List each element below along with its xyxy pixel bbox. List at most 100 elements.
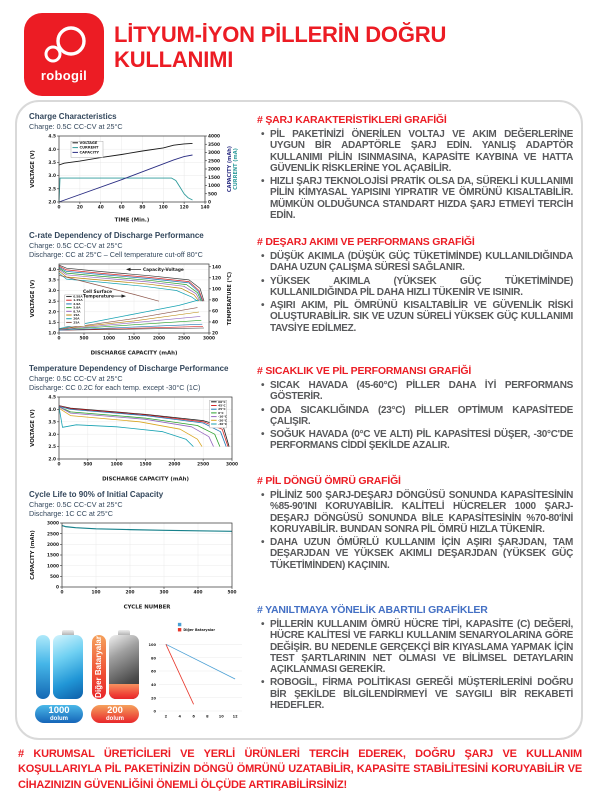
page-title: LİTYUM-İYON PİLLERİN DOĞRU KULLANIMI (114, 22, 446, 73)
svg-text:3.0: 3.0 (48, 288, 56, 294)
svg-text:2000: 2000 (153, 335, 165, 341)
chart1-title: Charge Characteristics (29, 112, 117, 121)
svg-text:140: 140 (212, 264, 221, 270)
chart2-title: C-rate Dependency of Discharge Performan… (29, 231, 204, 240)
svg-text:60: 60 (212, 309, 218, 315)
svg-text:40: 40 (98, 204, 104, 210)
chart4-title: Cycle Life to 90% of Initial Capacity (29, 490, 164, 499)
battery-good-value: 1000 (48, 704, 70, 716)
svg-text:4000: 4000 (208, 134, 220, 140)
chart-temperature-discharge: Temperature Dependency of Discharge Perf… (29, 364, 249, 483)
bullet: PİL PAKETİNİZİ ÖNERİLEN VOLTAJ VE AKIM D… (261, 129, 573, 174)
svg-text:500: 500 (228, 589, 237, 595)
svg-text:2500: 2500 (197, 461, 209, 467)
svg-text:2500: 2500 (208, 158, 220, 164)
battery-other-value: 200 (107, 704, 123, 716)
svg-text:100: 100 (148, 643, 156, 647)
logo-text: robogil (40, 68, 88, 83)
svg-text:CAPACITY: CAPACITY (80, 150, 100, 154)
section-heading: # YANILTMAYA YÖNELİK ABARTILI GRAFİKLER (257, 604, 488, 616)
svg-text:400: 400 (194, 589, 203, 595)
svg-text:2.5: 2.5 (48, 186, 56, 192)
svg-text:0: 0 (58, 461, 61, 467)
svg-text:2.5: 2.5 (48, 444, 56, 450)
svg-text:CURRENT: CURRENT (80, 146, 100, 150)
svg-text:40: 40 (151, 683, 157, 687)
svg-text:2000: 2000 (208, 167, 220, 173)
svg-text:6: 6 (192, 714, 195, 718)
svg-text:120: 120 (180, 204, 189, 210)
chart-crate-discharge: C-rate Dependency of Discharge Performan… (29, 231, 249, 357)
battery-other-group: Diğer Bataryalar 200 dolum (91, 630, 139, 723)
svg-text:80: 80 (139, 204, 145, 210)
bullet-list: PİLLERİN KULLANIM ÖMRÜ HÜCRE TİPİ, KAPAS… (257, 619, 573, 711)
chart-cycle-life: Cycle Life to 90% of Initial Capacity Ch… (29, 490, 249, 611)
svg-text:TIME (Min.): TIME (Min.) (115, 218, 150, 224)
svg-text:15A: 15A (73, 313, 80, 317)
capacity-comparison-plot: 2 4 6 8 10 12 0 20 40 60 80 100 Diğer Bataryalar (148, 622, 242, 718)
svg-text:3500: 3500 (208, 142, 220, 148)
svg-text:3000: 3000 (47, 521, 59, 527)
bullet: HIZLI ŞARJ TEKNOLOJİSİ PRATİK OLSA DA, S… (261, 176, 573, 221)
svg-text:5.8A: 5.8A (73, 306, 81, 310)
svg-text:2000: 2000 (47, 542, 59, 548)
svg-text:4.0: 4.0 (48, 267, 56, 273)
svg-text:8: 8 (206, 714, 209, 718)
svg-text:1500: 1500 (208, 175, 220, 181)
svg-text:VOLTAGE (V): VOLTAGE (V) (30, 150, 36, 188)
svg-text:40: 40 (212, 320, 218, 326)
svg-text:2: 2 (165, 714, 168, 718)
battery-other-badge: 200 dolum (91, 705, 139, 723)
svg-text:2500: 2500 (47, 531, 59, 537)
temperature-discharge-plot: 0 500 1000 1500 2000 2500 3000 2.0 2.5 3.0 3.5 4.0 4… (30, 395, 238, 483)
battery-full-icon (52, 630, 83, 699)
chart3-subtitle2: Discharge: CC 0.2C for each temp. except… (29, 383, 201, 392)
svg-text:3.0: 3.0 (48, 432, 56, 438)
bullet: DÜŞÜK AKIMLA (DÜŞÜK GÜÇ TÜKETİMİNDE) KUL… (261, 251, 573, 274)
svg-text:60: 60 (151, 670, 157, 674)
svg-text:DISCHARGE CAPACITY (mAh): DISCHARGE CAPACITY (mAh) (91, 351, 178, 357)
page-title-line1: LİTYUM-İYON PİLLERİN DOĞRU (114, 22, 447, 47)
svg-text:2.0: 2.0 (48, 200, 56, 206)
svg-text:45°C: 45°C (218, 404, 226, 408)
svg-text:3000: 3000 (203, 335, 215, 341)
chart4-subtitle1: Charge: 0.5C CC-CV at 25°C (29, 500, 123, 509)
battery-other-label: Diğer Bataryalar (94, 636, 103, 698)
svg-text:1000: 1000 (208, 183, 220, 189)
svg-text:2500: 2500 (178, 335, 190, 341)
svg-text:100: 100 (92, 589, 101, 595)
svg-text:CURRENT (mA): CURRENT (mA) (233, 148, 239, 190)
svg-text:0.58A: 0.58A (73, 295, 83, 299)
svg-text:100: 100 (159, 204, 168, 210)
svg-text:4.5: 4.5 (48, 134, 56, 140)
svg-text:Capacity-Voltage: Capacity-Voltage (143, 267, 184, 273)
svg-text:1.45A: 1.45A (73, 298, 83, 302)
crate-discharge-plot: 0 500 1000 1500 2000 2500 3000 1.0 1.5 2.0 2.5 3.0 3… (30, 263, 233, 357)
section-heading: # ŞARJ KARAKTERİSTİKLERİ GRAFİĞİ (257, 114, 447, 126)
bullet: DAHA UZUN ÖMÜRLÜ KULLANIM İÇİN AŞIRI ŞAR… (261, 537, 573, 571)
svg-text:-30°C: -30°C (218, 422, 227, 426)
svg-text:20: 20 (151, 696, 157, 700)
svg-text:CAPACITY (mAh): CAPACITY (mAh) (30, 530, 36, 580)
text-column: # ŞARJ KARAKTERİSTİKLERİ GRAFİĞİ PİL PAK… (249, 112, 573, 730)
svg-text:60°C: 60°C (218, 400, 226, 404)
svg-text:VOLTAGE (V): VOLTAGE (V) (30, 409, 36, 447)
bullet-list: SICAK HAVADA (45-60°C) PİLLER DAHA İYİ P… (257, 380, 573, 452)
bullet-list: PİLİNİZ 500 ŞARJ-DEŞARJ DÖNGÜSÜ SONUNDA … (257, 490, 573, 571)
svg-text:1000: 1000 (47, 563, 59, 569)
battery-good-group: 1000 dolum (35, 630, 83, 723)
section-discharge-performance: # DEŞARJ AKIMI VE PERFORMANS GRAFİĞİ DÜŞ… (257, 236, 573, 365)
chart2-subtitle2: Discharge: CC at 25°C – Cell temperature… (29, 250, 203, 259)
svg-text:500: 500 (83, 461, 92, 467)
battery-good-badge: 1000 dolum (35, 705, 83, 723)
battery-cap (117, 630, 130, 635)
robogil-circles-icon (44, 26, 86, 63)
svg-text:2.5: 2.5 (48, 299, 56, 305)
page-title-line2: KULLANIMI (114, 47, 234, 73)
chart3-subtitle1: Charge: 0.5C CC-CV at 25°C (29, 374, 123, 383)
svg-text:60: 60 (119, 204, 125, 210)
svg-text:4.0: 4.0 (48, 407, 56, 413)
battery-other-pill: Diğer Bataryalar (91, 635, 106, 699)
svg-text:0: 0 (58, 335, 61, 341)
